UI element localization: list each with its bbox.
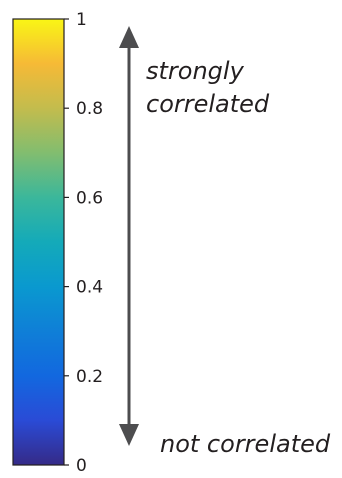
arrow-head-up <box>119 26 139 48</box>
tick-label: 0.2 <box>76 367 103 387</box>
colorbar-gradient <box>12 18 65 466</box>
tick-label: 0.6 <box>76 188 103 208</box>
annotation-correlated: correlated <box>146 90 270 118</box>
tick-label: 1 <box>76 10 87 30</box>
annotation-strongly: strongly <box>146 57 245 85</box>
correlation-arrow <box>119 26 139 446</box>
arrow-head-down <box>119 424 139 446</box>
annotation-not-correlated: not correlated <box>160 430 331 458</box>
tick-label: 0.8 <box>76 99 103 119</box>
colorbar-ticks: 0 0.2 0.4 0.6 0.8 1 <box>64 10 103 476</box>
tick-label: 0.4 <box>76 278 103 298</box>
tick-label: 0 <box>76 456 87 476</box>
